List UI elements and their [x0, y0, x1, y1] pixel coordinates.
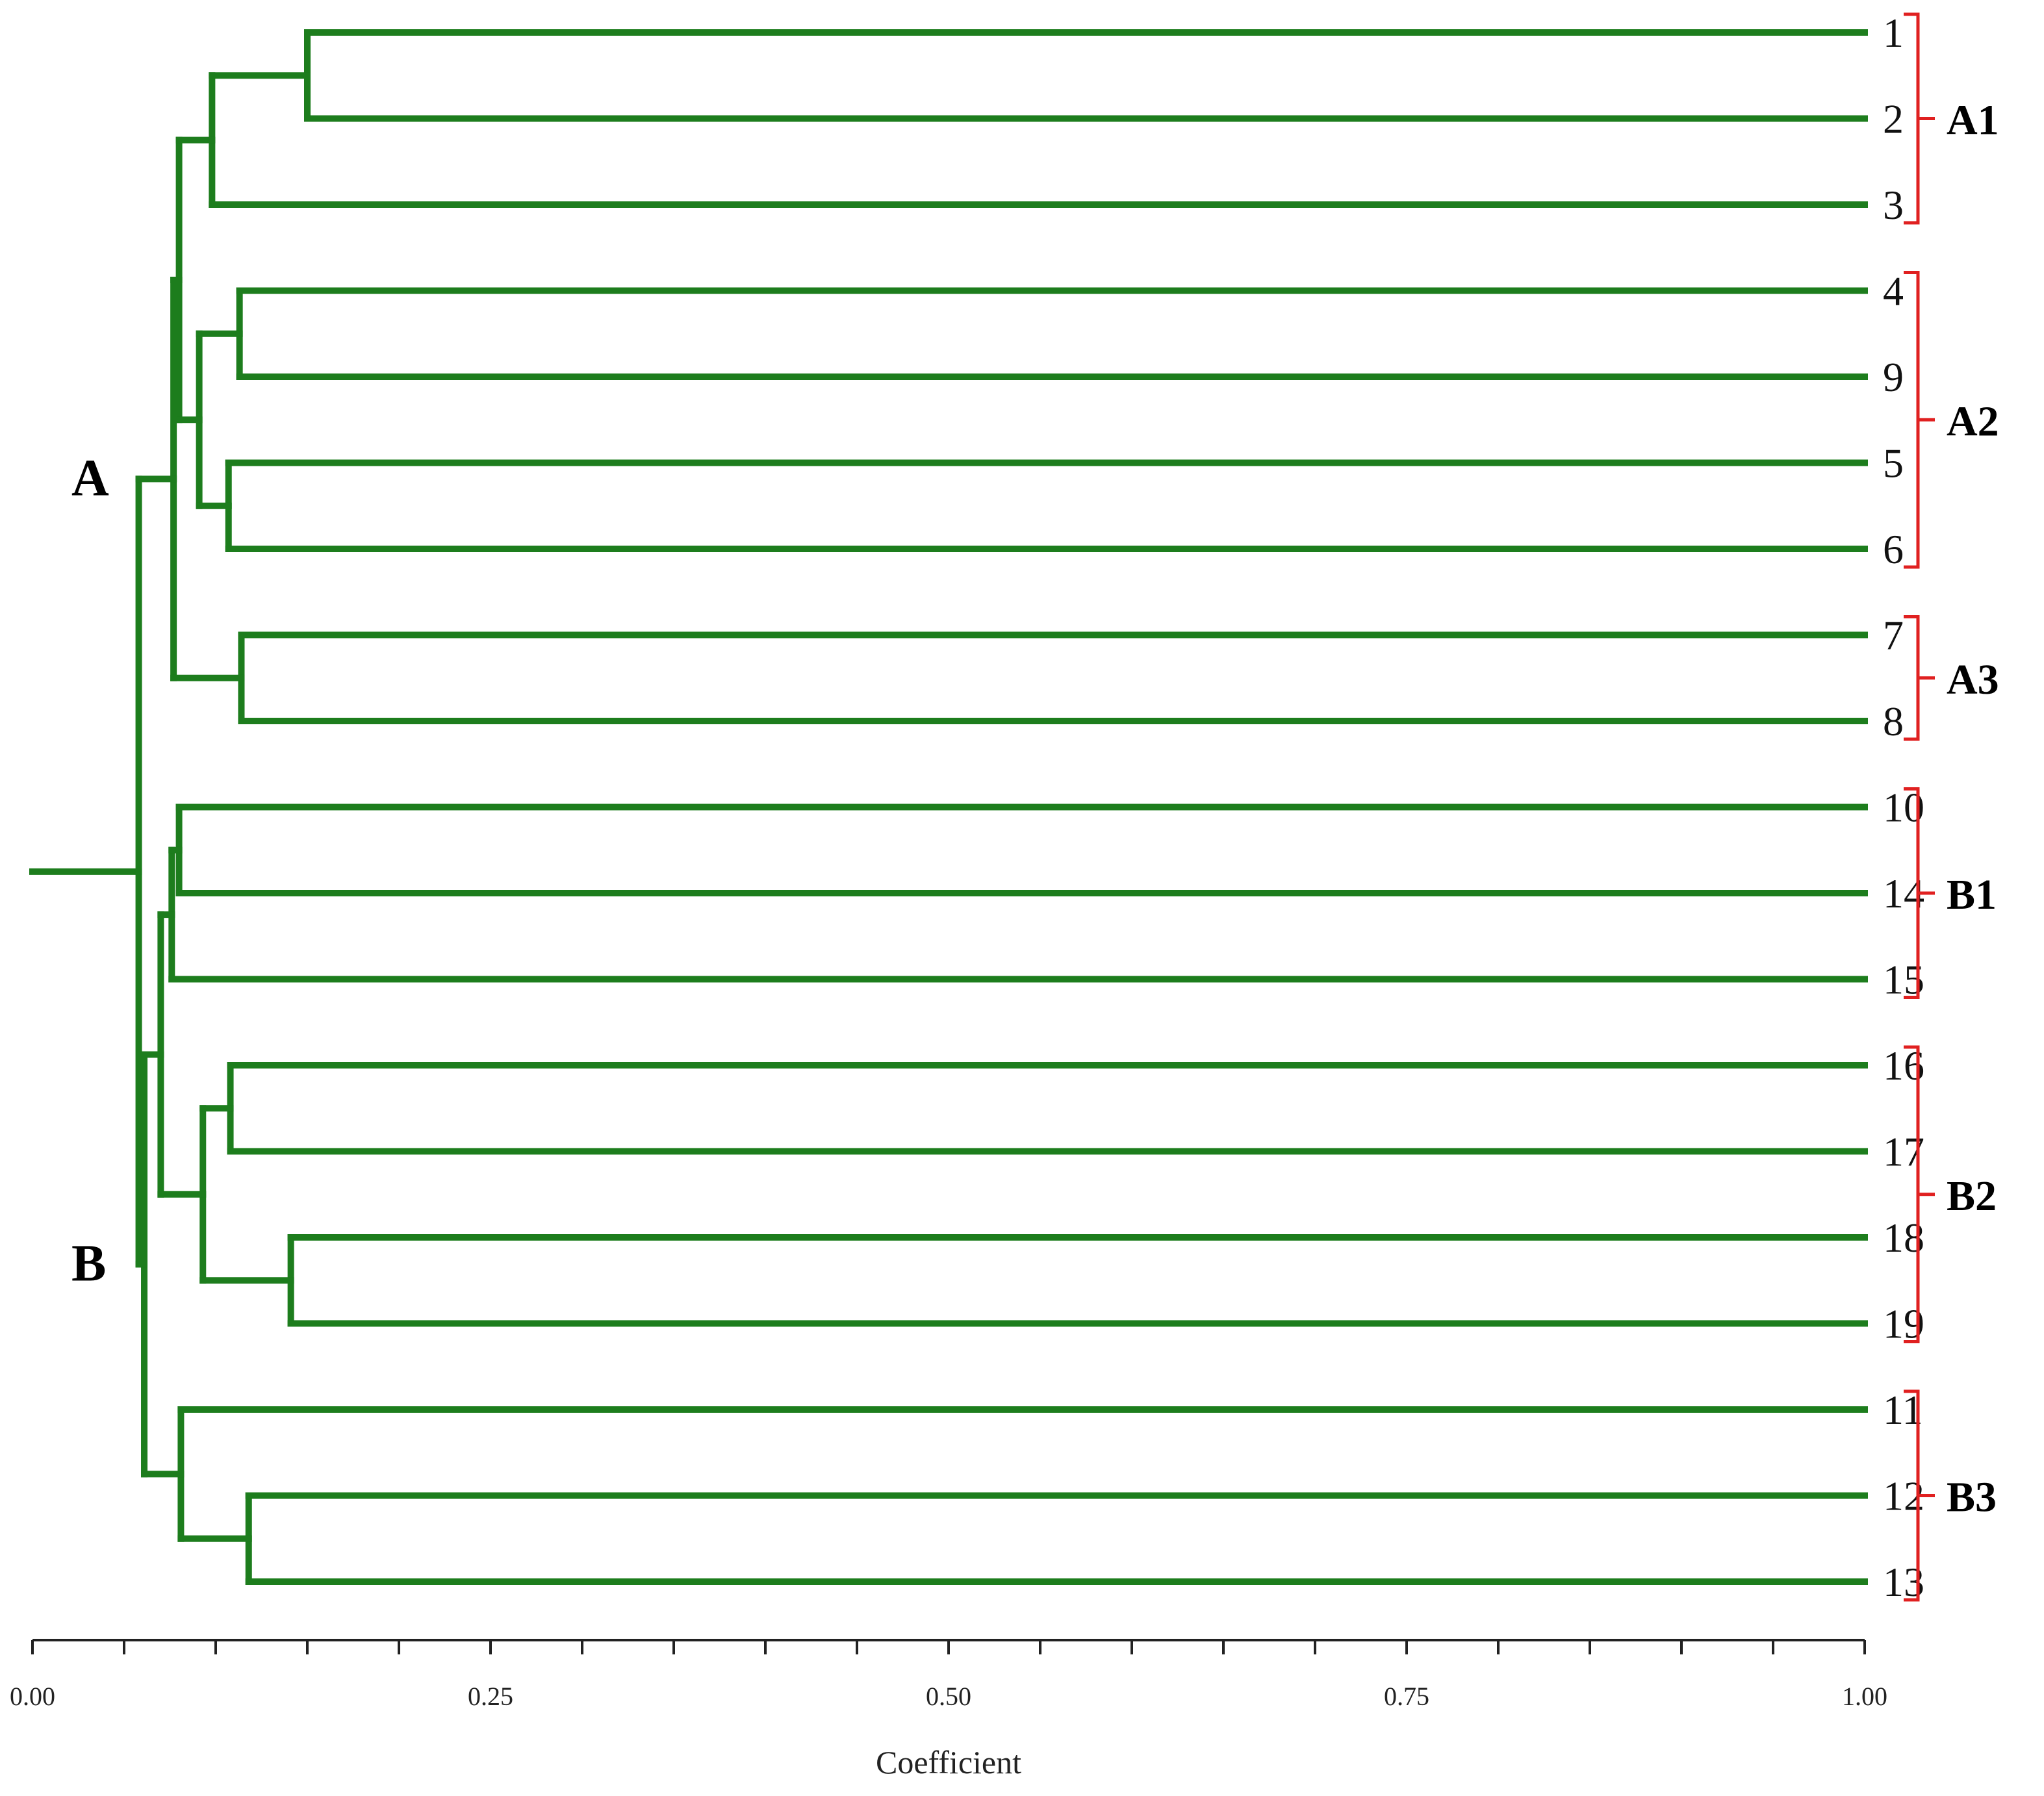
- leaf-label-6: 6: [1883, 526, 1904, 572]
- leaf-label-8: 8: [1883, 698, 1904, 744]
- x-tick-label: 0.25: [468, 1682, 513, 1711]
- leaf-label-3: 3: [1883, 182, 1904, 228]
- x-axis-ticks: 0.00 0.25 0.50 0.75 1.00: [10, 1640, 1887, 1711]
- leaf-label-5: 5: [1883, 440, 1904, 487]
- group-brackets: A1 A2 A3 B1 B2 B3: [1904, 12, 1999, 1602]
- x-axis-title: Coefficient: [876, 1744, 1021, 1780]
- leaf-label-4: 4: [1883, 268, 1904, 314]
- x-tick-label: 1.00: [1842, 1682, 1887, 1711]
- bracket-b3: [1904, 1389, 1935, 1602]
- bracket-b1: [1904, 787, 1935, 999]
- leaf-label-2: 2: [1883, 96, 1904, 142]
- group-label-b3: B3: [1947, 1474, 1997, 1521]
- bracket-a1: [1904, 12, 1935, 225]
- cluster-label-a: A: [71, 449, 109, 507]
- bracket-a2: [1904, 271, 1935, 569]
- group-label-a1: A1: [1947, 97, 1999, 144]
- dendrogram-branches: [29, 29, 1868, 1585]
- group-label-b2: B2: [1947, 1172, 1997, 1220]
- x-tick-label: 0.50: [926, 1682, 971, 1711]
- group-label-b1: B1: [1947, 871, 1997, 918]
- leaf-label-11: 11: [1883, 1387, 1923, 1433]
- group-label-a3: A3: [1947, 656, 1999, 703]
- bracket-b2: [1904, 1045, 1935, 1343]
- group-label-a2: A2: [1947, 398, 1999, 445]
- x-tick-label: 0.00: [10, 1682, 55, 1711]
- leaf-label-1: 1: [1883, 10, 1904, 56]
- cluster-labels: AB: [71, 449, 109, 1292]
- leaf-label-7: 7: [1883, 613, 1904, 659]
- leaf-label-9: 9: [1883, 354, 1904, 400]
- x-axis: 0.00 0.25 0.50 0.75 1.00 Coefficient: [10, 1639, 1887, 1780]
- cluster-label-b: B: [71, 1235, 106, 1292]
- bracket-a3: [1904, 615, 1935, 741]
- x-tick-label: 0.75: [1384, 1682, 1429, 1711]
